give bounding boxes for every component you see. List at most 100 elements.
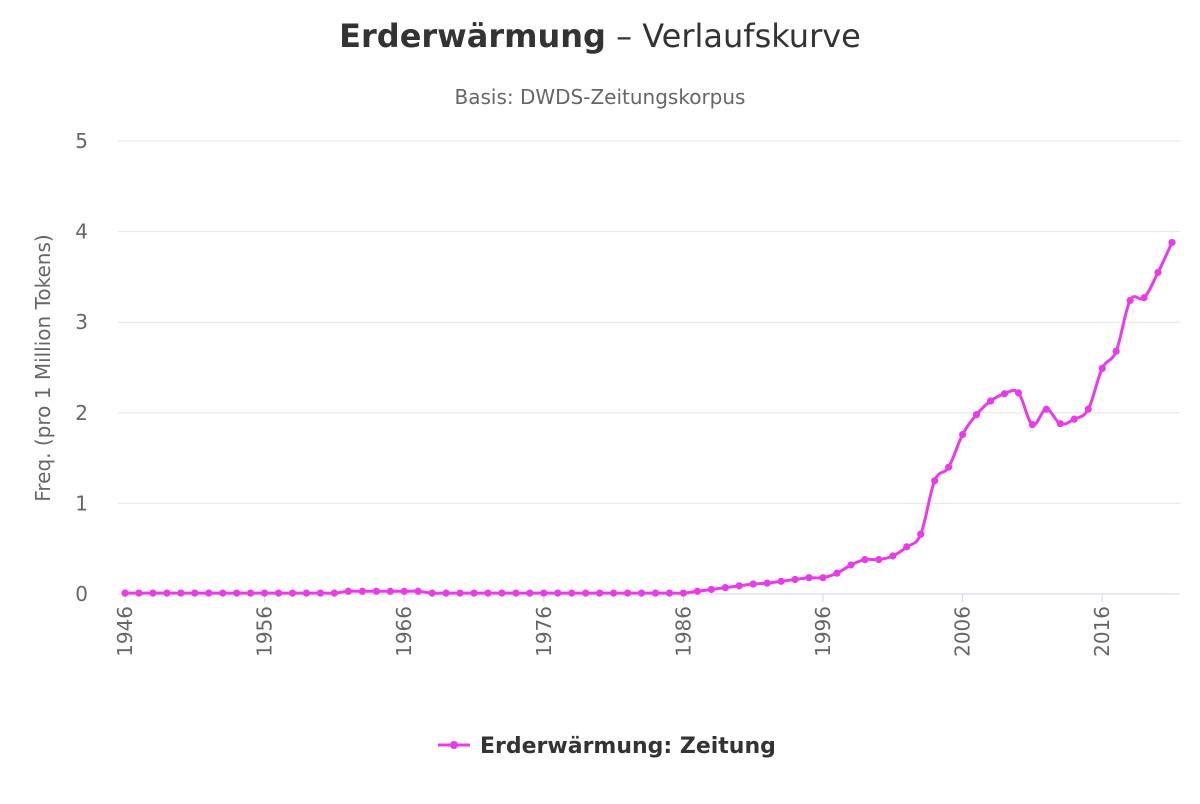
data-point[interactable]: [665, 589, 674, 597]
x-tick-label: 1966: [392, 606, 416, 657]
data-point[interactable]: [679, 589, 688, 597]
legend[interactable]: Erderwärmung: Zeitung: [438, 734, 776, 759]
chart-title-bold: Erderwärmung: [339, 17, 606, 55]
data-point[interactable]: [400, 587, 408, 595]
x-tick-label: 1976: [532, 606, 556, 657]
data-point[interactable]: [540, 589, 548, 597]
data-point[interactable]: [1014, 389, 1023, 397]
data-point[interactable]: [721, 584, 729, 592]
data-point[interactable]: [135, 589, 143, 597]
x-tick-label: 2006: [951, 606, 975, 657]
data-point[interactable]: [247, 589, 255, 597]
data-point[interactable]: [819, 574, 827, 582]
data-point[interactable]: [917, 530, 925, 538]
grid-lines: [118, 140, 1180, 595]
data-point[interactable]: [986, 397, 995, 405]
data-point[interactable]: [596, 589, 604, 597]
data-point[interactable]: [735, 582, 743, 590]
data-point[interactable]: [1070, 415, 1078, 423]
data-point[interactable]: [847, 561, 855, 569]
data-point[interactable]: [163, 589, 171, 597]
y-tick-label: 4: [75, 220, 88, 244]
x-tick-label: 1946: [113, 606, 137, 657]
data-point[interactable]: [512, 589, 520, 597]
data-point[interactable]: [651, 589, 660, 597]
data-point[interactable]: [316, 589, 325, 597]
data-point[interactable]: [554, 589, 562, 597]
y-tick-label: 3: [75, 310, 88, 334]
data-point[interactable]: [1028, 420, 1036, 429]
data-point[interactable]: [959, 430, 967, 439]
x-tick-label: 1986: [671, 606, 695, 657]
data-point[interactable]: [470, 589, 478, 597]
x-tick-label: 2016: [1090, 606, 1114, 657]
data-point[interactable]: [1126, 296, 1134, 305]
data-point[interactable]: [498, 589, 506, 597]
data-point[interactable]: [330, 589, 338, 597]
data-point[interactable]: [191, 589, 199, 597]
data-point[interactable]: [484, 589, 492, 597]
data-point[interactable]: [358, 587, 366, 595]
data-point[interactable]: [386, 587, 394, 595]
data-point[interactable]: [568, 589, 576, 597]
x-axis-ticks: 1946 1956 1966 1976 1986 1996 2006 2016: [113, 594, 1114, 657]
data-point[interactable]: [456, 589, 464, 597]
data-point[interactable]: [442, 589, 450, 597]
data-point[interactable]: [261, 589, 269, 597]
y-axis-ticks: 0 1 2 3 4 5: [75, 129, 88, 606]
legend-label[interactable]: Erderwärmung: Zeitung: [480, 734, 776, 759]
data-point[interactable]: [526, 589, 534, 597]
data-point[interactable]: [1154, 268, 1162, 276]
data-point[interactable]: [344, 587, 352, 595]
data-point[interactable]: [1140, 294, 1148, 302]
data-point[interactable]: [903, 543, 911, 551]
data-point[interactable]: [177, 589, 185, 597]
data-point[interactable]: [205, 589, 213, 597]
chart-title-rest: – Verlaufskurve: [606, 17, 861, 55]
data-point[interactable]: [791, 575, 799, 584]
data-point[interactable]: [623, 589, 632, 597]
chart-subtitle: Basis: DWDS-Zeitungskorpus: [455, 85, 746, 109]
data-point[interactable]: [1168, 238, 1176, 247]
data-point[interactable]: [1000, 390, 1009, 398]
y-tick-label: 2: [75, 401, 88, 425]
data-point[interactable]: [875, 555, 883, 564]
data-point[interactable]: [707, 585, 715, 594]
data-point[interactable]: [288, 589, 297, 597]
data-point[interactable]: [274, 589, 283, 597]
legend-marker-icon: [450, 741, 458, 749]
series-group: [121, 238, 1176, 597]
data-point[interactable]: [233, 589, 241, 597]
data-point[interactable]: [805, 574, 813, 582]
y-tick-label: 5: [75, 129, 88, 153]
data-point[interactable]: [1042, 405, 1050, 413]
data-point[interactable]: [149, 589, 157, 597]
data-point[interactable]: [414, 587, 422, 595]
chart-title: Erderwärmung – Verlaufskurve: [339, 17, 861, 55]
data-point[interactable]: [972, 411, 981, 419]
data-point[interactable]: [302, 589, 311, 597]
data-point[interactable]: [931, 477, 939, 485]
data-point[interactable]: [1112, 347, 1120, 355]
data-point[interactable]: [1084, 405, 1092, 413]
data-point[interactable]: [861, 555, 869, 564]
data-point[interactable]: [833, 569, 841, 577]
data-point[interactable]: [889, 552, 897, 560]
data-point[interactable]: [1098, 364, 1106, 373]
data-point[interactable]: [121, 589, 129, 597]
data-point[interactable]: [637, 589, 646, 597]
data-point[interactable]: [763, 579, 771, 587]
data-point[interactable]: [693, 587, 701, 595]
data-point[interactable]: [749, 580, 757, 588]
data-point[interactable]: [428, 589, 436, 597]
data-point[interactable]: [219, 589, 227, 597]
data-point[interactable]: [1056, 420, 1064, 428]
data-point[interactable]: [582, 589, 590, 597]
data-point[interactable]: [777, 577, 785, 585]
data-point[interactable]: [610, 589, 618, 597]
y-axis-label: Freq. (pro 1 Million Tokens): [31, 234, 55, 501]
data-point[interactable]: [372, 587, 380, 595]
data-point[interactable]: [945, 463, 953, 471]
